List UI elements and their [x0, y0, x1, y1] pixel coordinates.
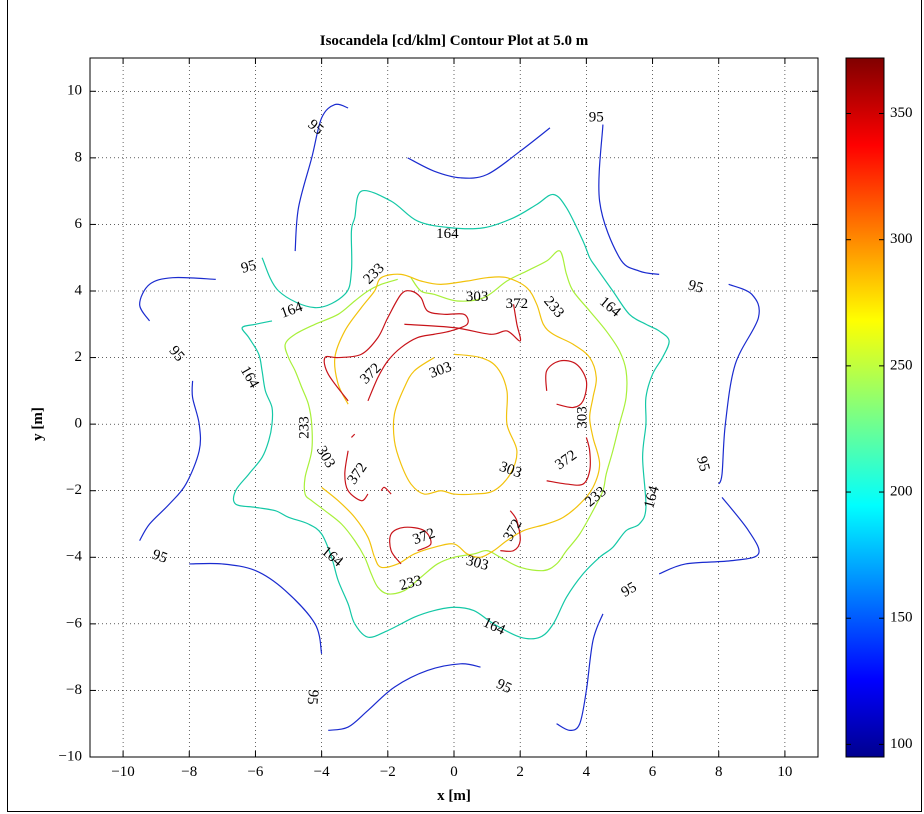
y-tick-label: −10 [59, 748, 82, 764]
contour-label: 164 [278, 299, 305, 322]
contour-line-303 [392, 353, 518, 496]
x-tick-label: 4 [583, 764, 591, 780]
contour-label: 164 [641, 484, 662, 510]
contour-label: 95 [304, 689, 321, 705]
contour-label: 372 [411, 525, 438, 548]
x-tick-label: −10 [111, 764, 134, 780]
y-tick-label: 2 [75, 349, 83, 365]
contour-line-233 [284, 250, 628, 595]
colorbar: 100 150 200 250 300 350 [845, 57, 913, 758]
contour-label: 164 [436, 226, 459, 242]
contour-label: 303 [574, 406, 590, 429]
colorbar-tick-label: 250 [890, 357, 913, 373]
chart-title: Isocandela [cd/klm] Contour Plot at 5.0 … [320, 33, 589, 49]
contour-label: 303 [497, 459, 524, 482]
contour-line-95 [328, 663, 481, 731]
y-tick-label: −2 [66, 482, 82, 498]
contour-line-95 [294, 103, 349, 252]
x-tick-label: 8 [715, 764, 723, 780]
colorbar-tick-label: 150 [890, 610, 913, 626]
contour-line-372 [350, 433, 356, 438]
contour-label: 95 [619, 579, 640, 600]
x-tick-label: −2 [380, 764, 396, 780]
x-tick-label: −6 [247, 764, 263, 780]
contour-line-372 [500, 510, 521, 552]
x-tick-label: 6 [649, 764, 657, 780]
y-tick-label: 6 [75, 216, 83, 232]
contour-line-95 [139, 276, 216, 322]
y-tick-label: −4 [66, 549, 82, 565]
contour-label: 95 [494, 676, 514, 697]
y-axis-label: y [m] [30, 407, 46, 441]
contour-line-372 [389, 526, 432, 565]
contour-label: 233 [297, 416, 313, 439]
y-tick-label: 10 [67, 83, 82, 99]
contour-line-372 [546, 437, 591, 486]
contour-label: 372 [506, 296, 529, 312]
contour-label: 95 [239, 257, 258, 276]
y-tick-label: 8 [75, 149, 83, 165]
contour-line-372 [545, 359, 588, 409]
colorbar-tick-label: 100 [890, 736, 913, 752]
x-tick-label: −8 [181, 764, 197, 780]
x-tick-label: 10 [777, 764, 792, 780]
colorbar-tick-label: 200 [890, 483, 913, 499]
contour-label: 95 [693, 455, 712, 474]
contour-line-95 [658, 496, 760, 575]
contour-line-372 [344, 450, 369, 502]
contour-line-95 [189, 562, 323, 654]
contour-line-95 [407, 127, 551, 179]
contour-line-95 [139, 380, 202, 541]
colorbar-tick-label: 350 [890, 105, 913, 121]
plot-area: 95 95959595959595959516416416416416416416… [59, 57, 819, 780]
contour-label: 95 [589, 109, 604, 125]
contour-label: 303 [464, 553, 490, 574]
y-tick-label: −6 [66, 615, 82, 631]
x-tick-label: −4 [314, 764, 330, 780]
figure-frame [7, 0, 922, 812]
colorbar-gradient [845, 57, 885, 758]
contour-label: 233 [398, 573, 424, 594]
contour-line-372 [380, 486, 392, 495]
x-axis-label: x [m] [437, 788, 471, 804]
contour-line-95 [556, 613, 604, 731]
x-tick-label: 0 [450, 764, 458, 780]
contour-label: 303 [466, 289, 489, 305]
contour-line-303 [321, 273, 601, 569]
contour-line-372 [323, 290, 469, 402]
y-tick-label: −8 [66, 682, 82, 698]
contour-line-372 [404, 304, 522, 342]
contour-line-95 [718, 283, 760, 485]
contour-line-164 [232, 189, 670, 640]
contour-line-95 [598, 124, 660, 275]
y-tick-label: 4 [75, 282, 83, 298]
contour-label: 95 [686, 277, 705, 296]
colorbar-tick-label: 300 [890, 231, 913, 247]
contour-label: 303 [427, 359, 454, 382]
contour-label: 95 [150, 547, 170, 567]
x-tick-label: 2 [516, 764, 524, 780]
y-tick-label: 0 [75, 416, 83, 432]
